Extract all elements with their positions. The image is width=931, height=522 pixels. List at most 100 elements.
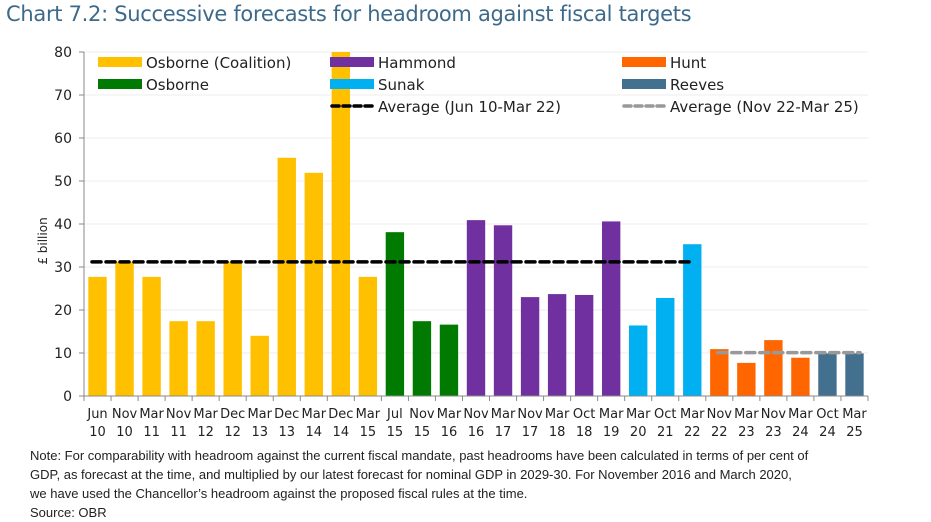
x-tick-label-month: Mar — [193, 407, 218, 422]
legend-swatch — [98, 57, 142, 67]
y-tick-label: 10 — [54, 346, 72, 362]
bar — [250, 335, 269, 396]
x-tick-label-month: Nov — [166, 407, 192, 422]
bar — [196, 321, 215, 396]
legend-swatch — [98, 79, 142, 89]
x-tick-label-year: 24 — [792, 425, 809, 440]
bar — [520, 297, 540, 396]
x-tick-label-month: Mar — [302, 407, 327, 422]
bar — [277, 157, 296, 396]
x-tick-label-month: Mar — [842, 407, 867, 422]
legend-swatch — [622, 79, 666, 89]
y-tick-label: 20 — [54, 303, 72, 319]
legend-label: Hammond — [378, 54, 456, 72]
bar — [547, 294, 567, 396]
y-tick-label: 60 — [54, 131, 72, 147]
bars — [88, 52, 864, 396]
x-tick-label-month: Dec — [328, 407, 353, 422]
y-axis-label: £ billion — [36, 217, 50, 264]
chart-title: Chart 7.2: Successive forecasts for head… — [6, 2, 692, 26]
x-tick-label-month: Mar — [139, 407, 164, 422]
x-tick-label-month: Mar — [626, 407, 651, 422]
chart: 0 10 20 30 40 50 60 70 80 Jun 10 Nov 10 Mar 11 Nov 11 Ma… — [36, 45, 869, 440]
bar — [737, 362, 756, 396]
x-tick-label-month: Nov — [517, 407, 543, 422]
x-tick-label-month: Mar — [680, 407, 705, 422]
x-tick-label-year: 24 — [819, 425, 836, 440]
legend-label: Sunak — [378, 76, 425, 94]
legend: Osborne (Coalition) Hammond Hunt Osborne Sun… — [98, 54, 859, 116]
x-tick-label-year: 18 — [549, 425, 566, 440]
legend-label: Hunt — [670, 54, 706, 72]
legend-swatch — [330, 79, 374, 89]
bar — [493, 225, 513, 396]
bar — [683, 244, 702, 396]
x-tick-label-month: Mar — [545, 407, 570, 422]
x-tick-label-year: 10 — [116, 425, 133, 440]
y-tick-label: 80 — [54, 45, 72, 61]
bar — [385, 232, 405, 396]
legend-label: Reeves — [670, 76, 724, 94]
x-tick-label-month: Nov — [463, 407, 489, 422]
y-tick-labels: 0 10 20 30 40 50 60 70 80 — [54, 45, 72, 405]
chart-note: Note: For comparability with headroom ag… — [30, 446, 920, 522]
y-tick-label: 50 — [54, 174, 72, 190]
bar — [358, 276, 378, 396]
x-tick-label-month: Oct — [573, 407, 595, 422]
bar — [304, 172, 323, 396]
bar — [710, 349, 729, 396]
legend-label: Osborne (Coalition) — [146, 54, 291, 72]
x-tick-label-year: 19 — [603, 425, 620, 440]
bar — [142, 276, 161, 396]
x-tick-label-year: 20 — [630, 425, 647, 440]
x-tick-label-year: 11 — [170, 425, 187, 440]
x-tick-label-year: 12 — [224, 425, 241, 440]
x-tick-label-year: 22 — [711, 425, 728, 440]
x-tick-label-year: 16 — [468, 425, 485, 440]
x-tick-label-month: Mar — [788, 407, 813, 422]
legend-label: Average (Nov 22-Mar 25) — [670, 98, 859, 116]
source-line: Source: OBR — [30, 505, 107, 520]
y-tick-label: 30 — [54, 260, 72, 276]
note-line-3: we have used the Chancellor’s headroom a… — [30, 486, 528, 501]
x-tick-label-month: Oct — [654, 407, 676, 422]
x-tick-label-year: 13 — [278, 425, 295, 440]
y-tick-label: 0 — [63, 389, 72, 405]
bar — [466, 220, 486, 396]
bar — [818, 353, 837, 396]
x-tick-label-year: 10 — [89, 425, 106, 440]
x-tick-label-month: Mar — [599, 407, 624, 422]
x-tick-label-month: Dec — [274, 407, 299, 422]
x-tick-label-year: 12 — [197, 425, 214, 440]
x-tick-label-month: Nov — [761, 407, 787, 422]
x-tick-label-year: 14 — [306, 425, 323, 440]
x-tick-label-year: 16 — [441, 425, 458, 440]
x-tick-label-month: Nov — [112, 407, 138, 422]
bar — [791, 357, 810, 396]
x-tick-label-year: 22 — [684, 425, 701, 440]
x-tick-label-month: Mar — [356, 407, 381, 422]
y-tick-label: 70 — [54, 88, 72, 104]
x-tick-label-year: 23 — [738, 425, 755, 440]
bar — [764, 340, 783, 396]
x-tick-label-month: Nov — [409, 407, 435, 422]
bar — [601, 221, 621, 396]
x-tick-label-month: Mar — [491, 407, 516, 422]
x-tick-label-year: 15 — [360, 425, 377, 440]
axes — [79, 51, 869, 401]
x-tick-label-year: 17 — [522, 425, 539, 440]
x-tick-label-year: 25 — [846, 425, 863, 440]
legend-swatch — [330, 57, 374, 67]
y-tick-label: 40 — [54, 217, 72, 233]
bar — [88, 276, 107, 396]
bar — [223, 261, 242, 396]
bar — [412, 321, 432, 396]
bar — [574, 294, 594, 396]
x-tick-label-year: 15 — [414, 425, 431, 440]
x-tick-label-year: 11 — [143, 425, 160, 440]
bar — [439, 324, 459, 396]
note-line-2: GDP, as forecast at the time, and multip… — [30, 467, 792, 482]
x-tick-label-year: 13 — [251, 425, 268, 440]
note-line-1: Note: For comparability with headroom ag… — [30, 448, 809, 463]
average-lines — [90, 260, 862, 355]
